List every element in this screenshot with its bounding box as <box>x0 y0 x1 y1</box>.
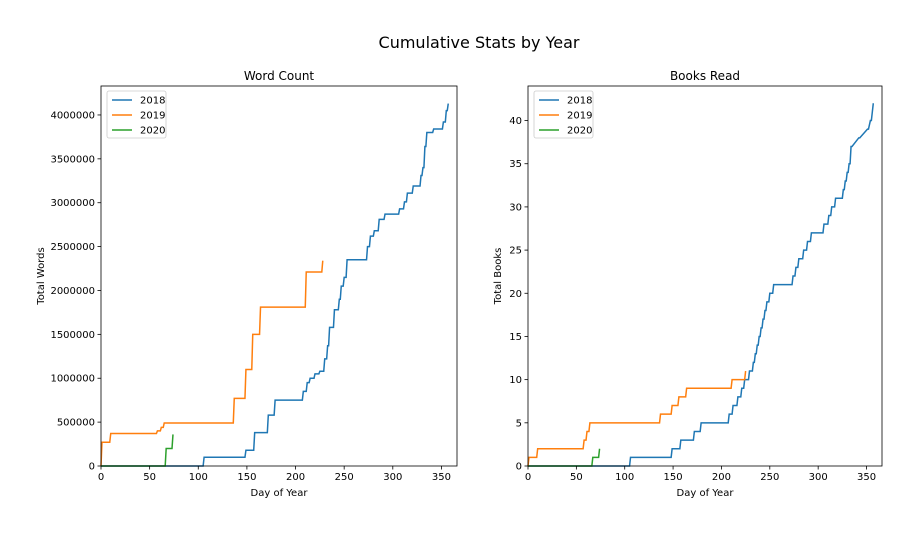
y-tick-label: 0 <box>516 462 522 473</box>
plot-area-books-read: 0 50 100 150 200 250 300 350 0 5 10 15 20 25 30 35 40 <box>509 85 883 483</box>
legend-box <box>533 90 594 139</box>
legend-label-2020: 2020 <box>567 126 592 137</box>
y-tick-label: 1500000 <box>50 330 95 341</box>
y-axis-label-word-count: Total Words <box>36 247 47 305</box>
plot-area-word-count: 0 50 100 150 200 250 300 350 0 500000 1000000 15000… <box>50 85 458 483</box>
x-tick-label: 0 <box>98 472 104 483</box>
x-tick-label: 200 <box>712 472 731 483</box>
x-tick-label: 150 <box>237 472 256 483</box>
y-axis-label-books-read: Total Books <box>493 248 504 306</box>
y-tick-label: 1000000 <box>50 374 95 385</box>
legend-label-2019: 2019 <box>140 111 165 122</box>
x-axis-label-word-count: Day of Year <box>251 488 309 499</box>
y-tick-label: 35 <box>509 159 522 170</box>
subplot-books-read: Books Read Day of Year Total Books 0 50 10… <box>493 69 883 499</box>
y-tick-label: 5 <box>516 418 522 429</box>
legend-box <box>106 90 167 139</box>
x-axis-label-books-read: Day of Year <box>677 488 735 499</box>
y-tick-label: 20 <box>509 289 522 300</box>
y-tick-label: 2500000 <box>50 242 95 253</box>
x-tick-label: 350 <box>857 472 876 483</box>
series-line-word-count-2019 <box>100 260 324 467</box>
series-line-books-read-2019 <box>527 370 747 467</box>
x-tick-label: 350 <box>432 472 451 483</box>
x-tick-label: 150 <box>664 472 683 483</box>
legend-label-2018: 2018 <box>140 96 165 107</box>
y-tick-label: 500000 <box>57 418 95 429</box>
subplot-word-count: Word Count Day of Year Total Words 0 50 10… <box>36 69 458 499</box>
x-tick-label: 0 <box>525 472 531 483</box>
axes-frame-books-read <box>527 85 883 467</box>
y-tick-label: 10 <box>509 375 522 386</box>
legend-word-count: 2018 2019 2020 <box>106 90 167 139</box>
x-tick-label: 300 <box>383 472 402 483</box>
legend-books-read: 2018 2019 2020 <box>533 90 594 139</box>
subplot-title-books-read: Books Read <box>670 69 740 83</box>
legend-label-2018: 2018 <box>567 96 592 107</box>
series-line-books-read-2018 <box>528 103 875 467</box>
y-tick-label: 4000000 <box>50 110 95 121</box>
y-tick-label: 15 <box>509 332 522 343</box>
y-tick-label: 30 <box>509 202 522 213</box>
y-tick-label: 2000000 <box>50 286 95 297</box>
subplot-title-word-count: Word Count <box>244 69 315 83</box>
legend-label-2019: 2019 <box>567 111 592 122</box>
y-tick-label: 0 <box>89 462 95 473</box>
y-tick-label: 3000000 <box>50 198 95 209</box>
x-tick-label: 250 <box>335 472 354 483</box>
x-tick-label: 100 <box>189 472 208 483</box>
y-tick-label: 3500000 <box>50 154 95 165</box>
x-tick-label: 100 <box>615 472 634 483</box>
legend-label-2020: 2020 <box>140 126 165 137</box>
y-tick-label: 25 <box>509 246 522 257</box>
figure-title: Cumulative Stats by Year <box>379 33 580 52</box>
x-tick-label: 300 <box>809 472 828 483</box>
axes-frame-word-count <box>100 85 458 467</box>
series-line-word-count-2018 <box>101 103 449 467</box>
x-tick-label: 250 <box>760 472 779 483</box>
x-tick-label: 50 <box>143 472 156 483</box>
y-tick-label: 40 <box>509 116 522 127</box>
x-tick-label: 200 <box>286 472 305 483</box>
x-tick-label: 50 <box>570 472 583 483</box>
